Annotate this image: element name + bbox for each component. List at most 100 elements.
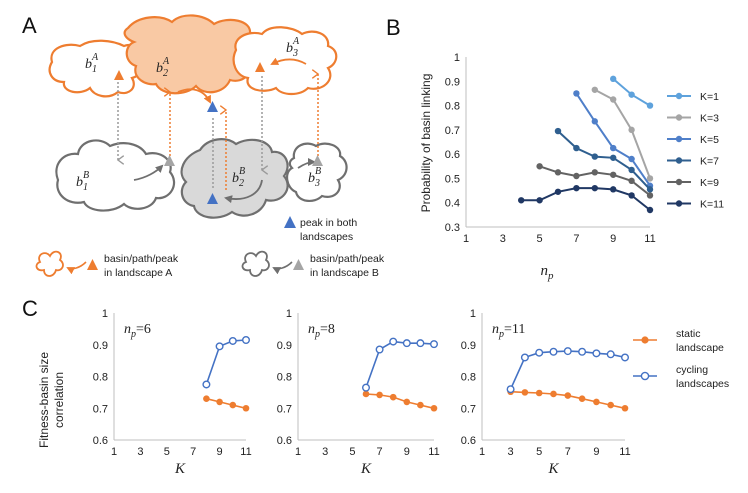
chart-c3-static-point — [550, 390, 557, 398]
path-a2 — [177, 88, 211, 104]
data-point-k1 — [646, 102, 654, 109]
chart-c1-cycling-point — [241, 335, 250, 344]
chart-c2-y-tick-label: 0.9 — [277, 340, 292, 352]
peak-a1 — [114, 70, 124, 80]
chart-c1-static-point — [203, 395, 210, 403]
chart-b-y-tick-label: 0.5 — [445, 173, 460, 185]
panel-letter-b: B — [386, 15, 401, 40]
chart-c3-cycling-point — [549, 347, 558, 356]
peak-both-2 — [207, 193, 218, 204]
legend-b-basin-icon — [241, 250, 270, 277]
panel-a-schematic: b1A b2A b3A b1B b2B b3B peak in both lan… — [35, 14, 385, 279]
chart-c2-static-point — [389, 393, 397, 401]
legend-cycling-marker — [640, 371, 650, 381]
chart-c2-static-point — [403, 398, 411, 406]
legend-both-line1: peak in both — [300, 217, 357, 229]
chart-b-y-tick-label: 0.7 — [445, 125, 460, 137]
basin-label-a3: b3A — [286, 36, 300, 59]
chart-b-y-tick-label: 0.4 — [445, 198, 460, 210]
chart-c2-x-tick-label: 11 — [428, 446, 439, 458]
data-point-k7 — [554, 127, 562, 135]
chart-c3-static-point — [578, 395, 586, 403]
chart-c2-static-point — [417, 401, 424, 409]
chart-c3-static-point — [535, 389, 543, 397]
chart-c2-xlabel: K — [360, 461, 372, 477]
basin-b3 — [286, 142, 348, 202]
legend-marker-k7 — [675, 157, 683, 164]
chart-c1-x-tick-label: 9 — [217, 446, 223, 458]
legend-a-path-icon — [66, 261, 87, 275]
legend-label-k3: K=3 — [700, 113, 719, 125]
legend-b-line2: in landscape B — [310, 267, 379, 279]
chart-c2-y-tick-label: 0.8 — [277, 372, 292, 384]
data-point-k7 — [591, 153, 598, 160]
legend-marker-k11 — [675, 200, 683, 207]
legend-a-line1: basin/path/peak — [104, 253, 179, 265]
chart-c-ylabel-line2: correlation — [52, 372, 66, 428]
chart-b-x-tick-label: 1 — [463, 233, 469, 245]
chart-c2-cycling-point — [375, 345, 384, 354]
chart-c1-static-line — [206, 397, 247, 410]
chart-c3-y-tick-label: 0.9 — [461, 340, 476, 352]
chart-c2-x-tick-label: 7 — [377, 446, 383, 458]
legend-static-marker — [641, 336, 649, 344]
chart-c3-cycling-point — [578, 347, 587, 356]
peak-both-1 — [207, 101, 218, 112]
chart-c3-cycling-point — [506, 385, 515, 394]
data-point-k9 — [536, 163, 543, 170]
legend-cycling-line1: cycling — [676, 364, 708, 376]
chart-c3-cycling-point — [563, 347, 572, 356]
basin-label-b2: b2B — [232, 166, 245, 189]
peak-a3 — [255, 62, 265, 72]
chart-b-x-tick-label: 11 — [644, 233, 655, 245]
legend-marker-k5 — [675, 135, 683, 143]
legend-static-line2: landscape — [676, 342, 724, 354]
path-b2 — [224, 179, 263, 204]
chart-b-x-tick-label: 7 — [573, 233, 579, 245]
chart-c2-cycling-point — [389, 337, 398, 346]
chart-c1-cycling-point — [215, 342, 224, 351]
legend-both-line2: landscapes — [300, 231, 353, 243]
chart-c3-y-tick-label: 0.8 — [461, 372, 476, 384]
data-point-k9 — [554, 169, 562, 176]
data-point-k11 — [610, 186, 617, 193]
legend-label-k9: K=9 — [700, 177, 719, 189]
data-point-k9 — [591, 169, 598, 176]
chart-c1-static-point — [229, 401, 237, 409]
chart-c3-static-point — [593, 398, 600, 406]
chart-c1-x-tick-label: 1 — [111, 446, 117, 458]
legend-cycling-line2: landscapes — [676, 378, 729, 390]
basin-label-b3: b3B — [308, 166, 321, 189]
chart-c1-y-tick-label: 0.6 — [93, 435, 108, 447]
chart-b: Probability of basin linking np 1 3 5 7 9 11 0… — [419, 52, 724, 282]
legend-marker-k1 — [675, 92, 683, 100]
chart-b-y-tick-label: 0.6 — [445, 149, 460, 161]
basin-a1 — [48, 39, 144, 98]
chart-b-y-tick-label: 0.8 — [445, 101, 460, 113]
chart-c3-static-point — [621, 404, 629, 412]
data-point-k3 — [628, 126, 635, 134]
chart-c2-static-line — [365, 393, 435, 410]
chart-b-x-tick-label: 5 — [537, 233, 543, 245]
chart-c2-cycling-point — [402, 339, 411, 348]
data-point-k7 — [646, 186, 654, 193]
legend-static-line1: static — [676, 328, 701, 340]
data-point-k7 — [628, 166, 635, 174]
chart-c1-y-tick-label: 0.7 — [93, 403, 108, 415]
basin-b2 — [180, 138, 289, 219]
chart-c2-cycling-point — [416, 339, 425, 348]
path-b1 — [133, 164, 164, 181]
chart-c2-x-tick-label: 5 — [349, 446, 355, 458]
chart-c1-x-tick-label: 3 — [137, 446, 143, 458]
data-point-k7 — [573, 144, 580, 152]
legend-label-k7: K=7 — [700, 156, 719, 168]
chart-c2-x-tick-label: 1 — [295, 446, 301, 458]
chart-c1-y-tick-label: 0.8 — [93, 372, 108, 384]
basin-a2 — [123, 14, 259, 95]
chart-c1-x-tick-label: 5 — [164, 446, 170, 458]
chart-c1-static-point — [242, 404, 250, 412]
basin-label-a2: b2A — [156, 56, 170, 79]
chart-c1-y-tick-label: 1 — [102, 308, 108, 320]
chart-c2-cycling-point — [362, 383, 371, 392]
